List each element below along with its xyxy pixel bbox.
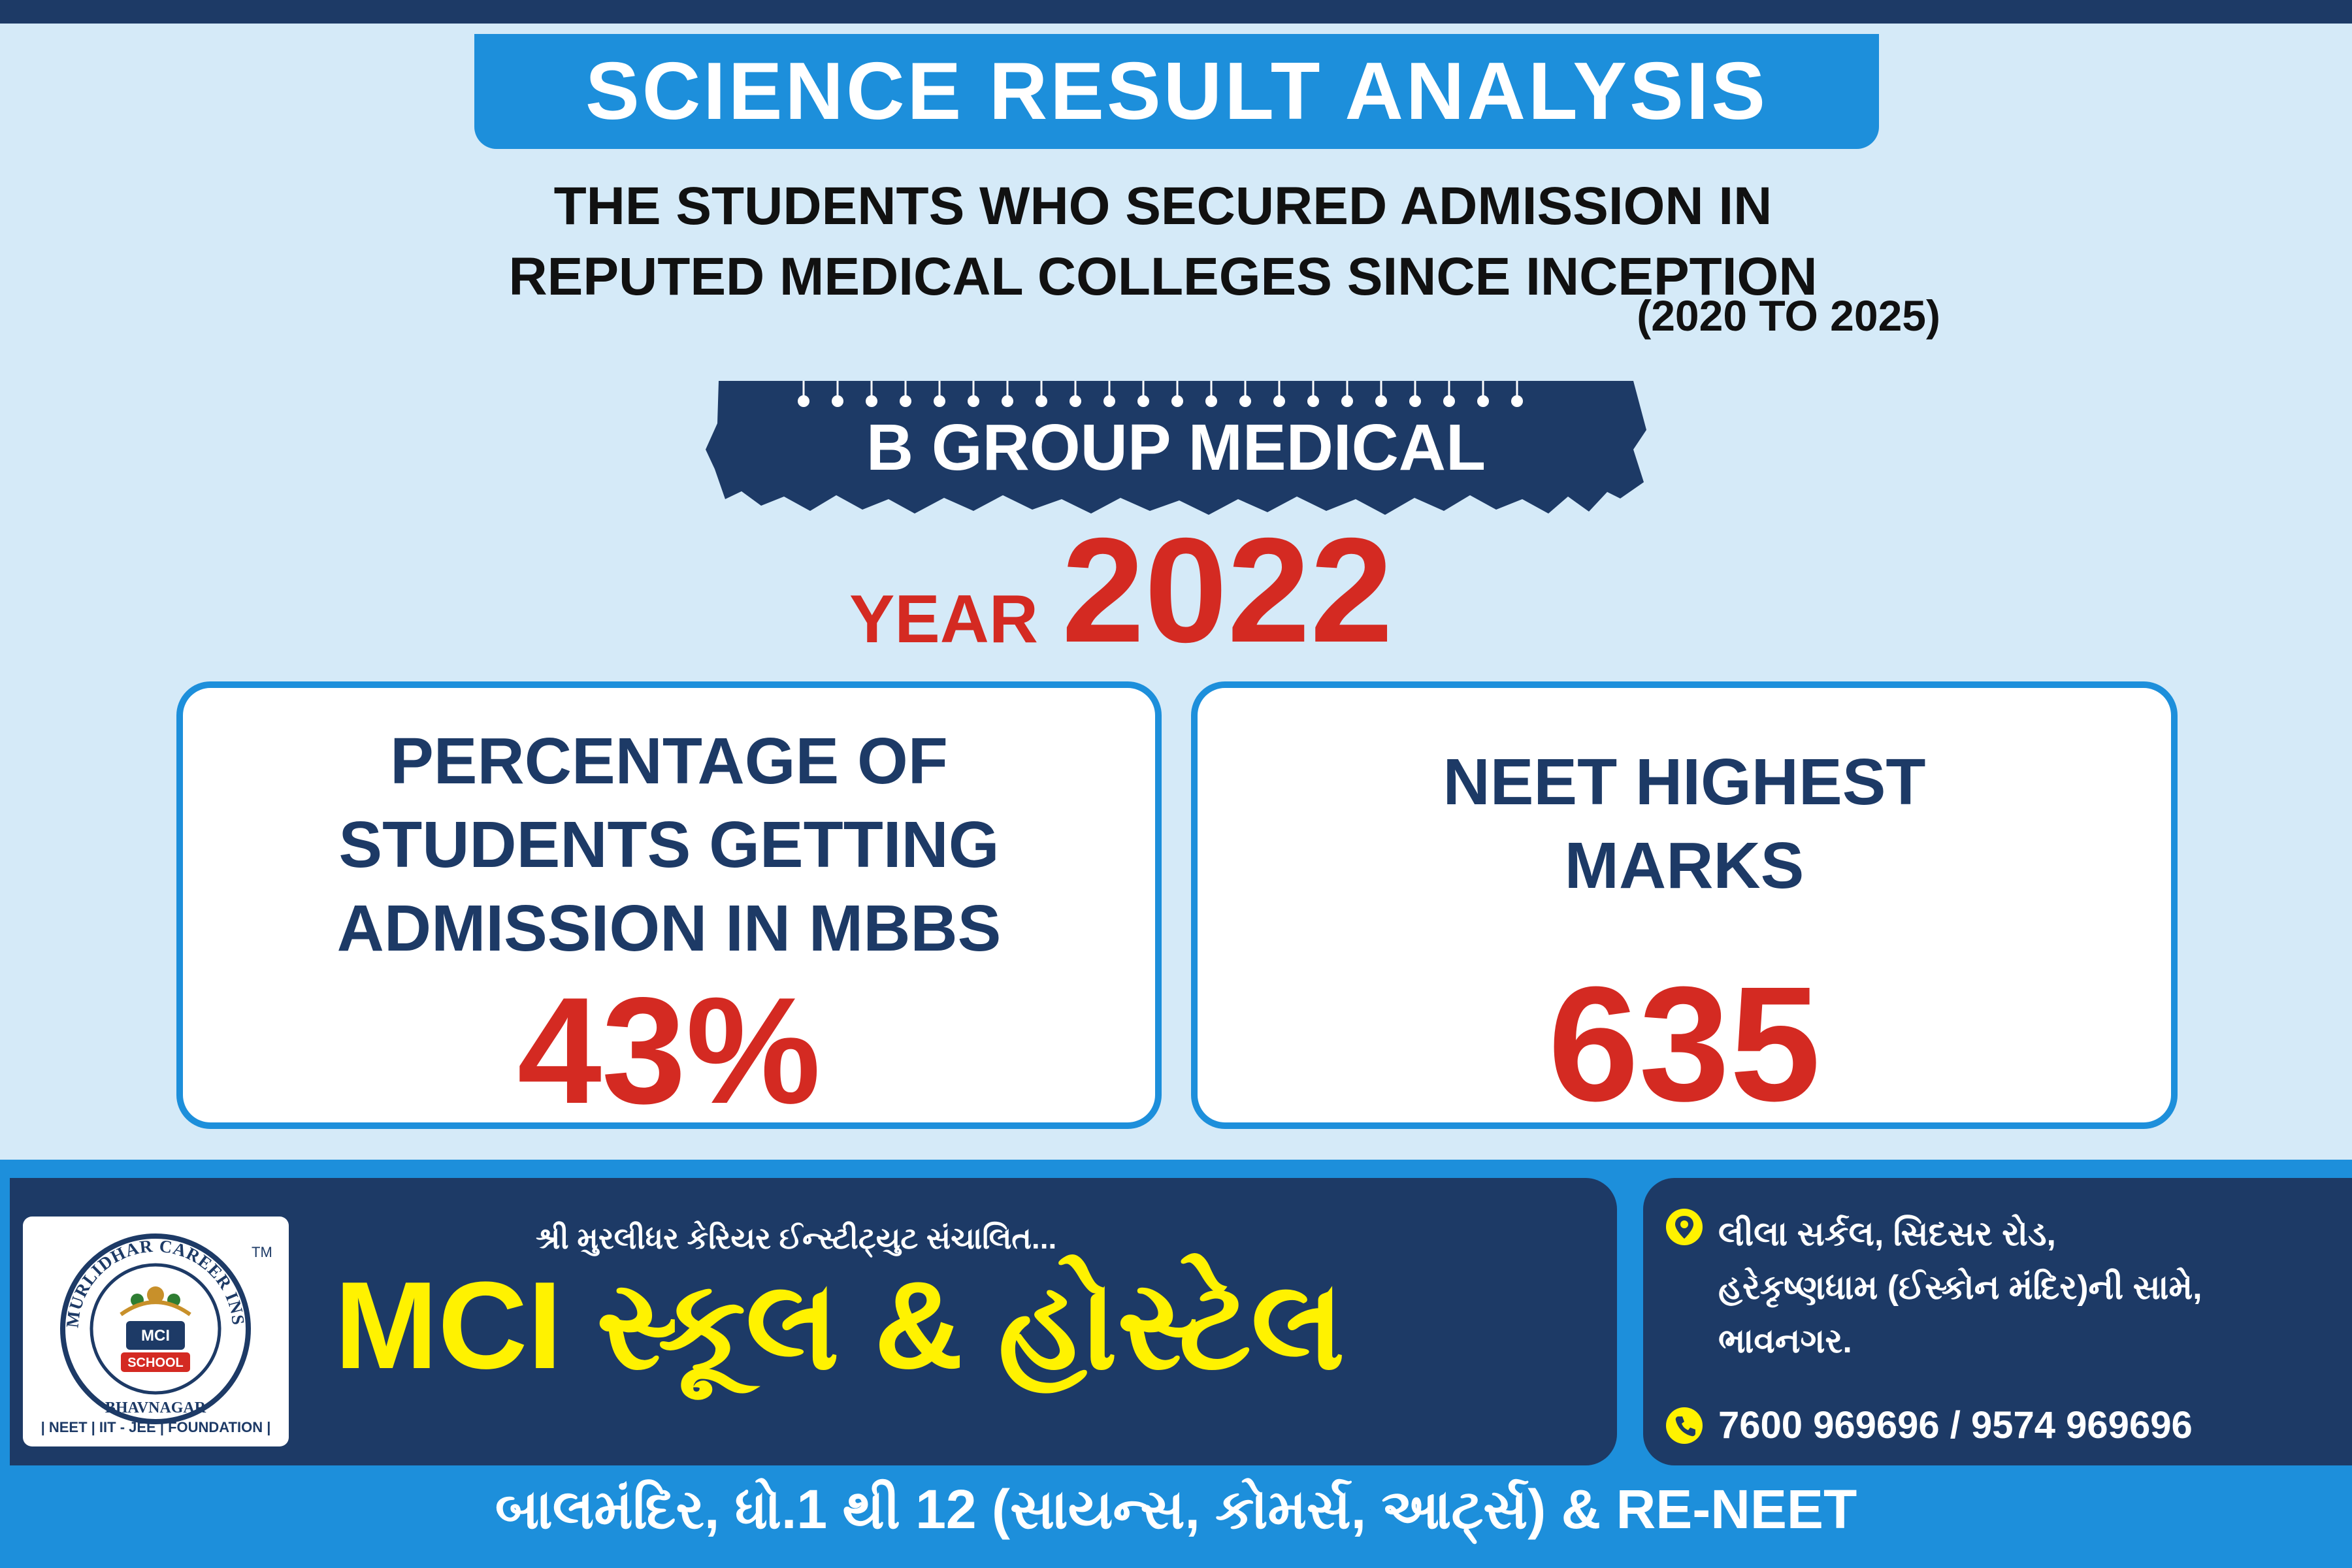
year-value: 2022: [1061, 508, 1394, 674]
bulb: [900, 395, 911, 407]
bulb: [1511, 395, 1523, 407]
bulb: [1273, 395, 1285, 407]
neet-marks-card: NEET HIGHEST MARKS 635: [1191, 681, 2178, 1129]
bulb: [1477, 395, 1489, 407]
neet-marks-label: NEET HIGHEST MARKS: [1443, 745, 1926, 902]
logo-center-top: MCI: [141, 1327, 170, 1345]
institute-logo: SHREE MURLIDHAR CAREER INSTITUTE BHAVNAG…: [23, 1217, 289, 1446]
address: લીલા સર્કલ, સિદસર રોડ, હરેકૃષ્ણધામ (ઈસ્ક…: [1665, 1207, 2202, 1368]
subtitle-years: (2020 TO 2025): [1637, 291, 1940, 340]
torn-banner-shape: [706, 381, 1646, 515]
bulb-row: [798, 381, 1523, 407]
location-pin-icon: [1666, 1209, 1703, 1245]
brand-name: MCI સ્કૂલ & હોસ્ટેલ: [335, 1256, 1345, 1395]
subtitle: THE STUDENTS WHO SECURED ADMISSION IN RE…: [366, 171, 1960, 312]
bulb: [1205, 395, 1217, 407]
bulb: [1409, 395, 1421, 407]
course-line: બાલમંદિર, ધો.1 થી 12 (સાયન્સ, કોમર્સ, આર…: [495, 1478, 1857, 1540]
bulb: [1341, 395, 1353, 407]
page-title: SCIENCE RESULT ANALYSIS: [585, 46, 1768, 137]
logo-trademark: TM: [252, 1244, 272, 1260]
address-text: લીલા સર્કલ, સિદસર રોડ, હરેકૃષ્ણધામ (ઈસ્ક…: [1718, 1215, 2202, 1360]
title-banner: SCIENCE RESULT ANALYSIS: [474, 34, 1879, 149]
mbbs-admission-label: PERCENTAGE OF STUDENTS GETTING ADMISSION…: [336, 725, 1002, 965]
bulb: [1070, 395, 1081, 407]
sub-brand: શ્રી મુરલીધર કેરિયર ઈન્સ્ટીટ્યુટ સંચાલિત…: [536, 1221, 1057, 1255]
bulb: [1375, 395, 1387, 407]
mbbs-admission-card: PERCENTAGE OF STUDENTS GETTING ADMISSION…: [176, 681, 1162, 1129]
phone-text: 7600 969696 / 9574 969696: [1718, 1404, 2193, 1446]
contact-panel: [1643, 1178, 2352, 1465]
subtitle-line-2: REPUTED MEDICAL COLLEGES SINCE INCEPTION: [508, 247, 1818, 306]
group-label: B GROUP MEDICAL: [866, 411, 1486, 484]
phone: 7600 969696 / 9574 969696: [1665, 1403, 2193, 1447]
bulb: [934, 395, 945, 407]
bulb: [1137, 395, 1149, 407]
bulb: [968, 395, 979, 407]
neet-marks-value: 635: [1548, 953, 1821, 1135]
group-banner: B GROUP MEDICAL: [706, 371, 1646, 534]
bulb: [1171, 395, 1183, 407]
top-strip: [0, 0, 2352, 24]
subtitle-line-1: THE STUDENTS WHO SECURED ADMISSION IN: [553, 176, 1772, 236]
logo-center-bottom: SCHOOL: [127, 1356, 184, 1370]
bulb: [1002, 395, 1013, 407]
bulb: [1103, 395, 1115, 407]
bulb: [798, 395, 809, 407]
logo-tagline: | NEET | IIT - JEE | FOUNDATION |: [41, 1419, 271, 1435]
bulb: [1239, 395, 1251, 407]
bulb: [832, 395, 843, 407]
bulb: [1307, 395, 1319, 407]
bulb: [866, 395, 877, 407]
mbbs-admission-value: 43%: [517, 966, 821, 1135]
logo-city: BHAVNAGAR: [105, 1399, 206, 1416]
bulb: [1443, 395, 1455, 407]
bulb: [1036, 395, 1047, 407]
phone-icon: [1666, 1407, 1703, 1444]
year-word: YEAR: [849, 581, 1038, 657]
year-heading: YEAR 2022: [849, 516, 1393, 665]
logo-seal: SHREE MURLIDHAR CAREER INSTITUTE BHAVNAG…: [23, 1217, 251, 1424]
